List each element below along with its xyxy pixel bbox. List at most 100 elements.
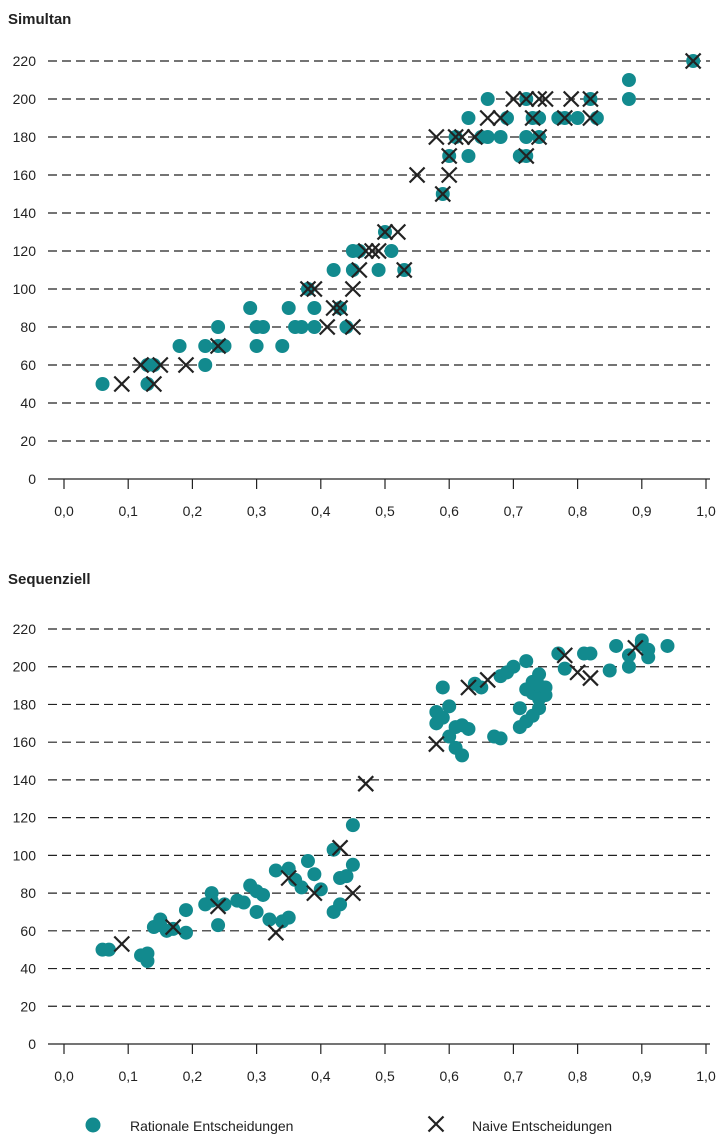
rational-point bbox=[519, 130, 533, 144]
rational-point bbox=[346, 858, 360, 872]
naive-point bbox=[429, 737, 444, 752]
naive-point bbox=[390, 225, 405, 240]
rational-point bbox=[372, 263, 386, 277]
y-tick-label: 220 bbox=[13, 621, 37, 637]
y-tick-label: 100 bbox=[13, 281, 37, 297]
rational-point bbox=[571, 111, 585, 125]
rational-point bbox=[506, 660, 520, 674]
rational-point bbox=[179, 903, 193, 917]
x-tick-label: 0,1 bbox=[118, 503, 138, 519]
y-tick-label: 0 bbox=[28, 471, 36, 487]
naive-point bbox=[358, 776, 373, 791]
legend-rational-marker bbox=[86, 1118, 101, 1133]
x-tick-label: 0,6 bbox=[439, 503, 459, 519]
legend-naive-label: Naive Entscheidungen bbox=[472, 1118, 612, 1134]
x-tick-label: 0,9 bbox=[632, 1068, 652, 1084]
rational-point bbox=[327, 263, 341, 277]
x-tick-label: 0,4 bbox=[311, 503, 331, 519]
x-tick-label: 0,1 bbox=[118, 1068, 138, 1084]
rational-point bbox=[442, 699, 456, 713]
rational-point bbox=[519, 654, 533, 668]
rational-point bbox=[211, 320, 225, 334]
x-tick-label: 0,8 bbox=[568, 1068, 588, 1084]
rational-point bbox=[173, 339, 187, 353]
y-tick-label: 200 bbox=[13, 659, 37, 675]
rational-point bbox=[198, 339, 212, 353]
legend: Rationale Entscheidungen Naive Entscheid… bbox=[86, 1117, 613, 1135]
legend-naive-marker bbox=[429, 1117, 444, 1132]
rational-point bbox=[660, 639, 674, 653]
rational-point bbox=[102, 943, 116, 957]
x-tick-label: 0,4 bbox=[311, 1068, 331, 1084]
rational-point bbox=[481, 130, 495, 144]
rational-point bbox=[96, 377, 110, 391]
rational-point bbox=[384, 244, 398, 258]
rational-point bbox=[494, 731, 508, 745]
rational-point bbox=[275, 339, 289, 353]
rational-point bbox=[641, 650, 655, 664]
rational-point bbox=[140, 946, 154, 960]
x-tick-label: 0,7 bbox=[504, 503, 524, 519]
x-tick-label: 0,0 bbox=[54, 503, 74, 519]
chart-simultan: Simultan 0 20 40 60 80 100 120 140 160 180 200 220 0… bbox=[8, 11, 716, 519]
naive-point bbox=[570, 665, 585, 680]
rational-point bbox=[307, 301, 321, 315]
rational-point bbox=[250, 905, 264, 919]
rational-point bbox=[256, 320, 270, 334]
y-tick-label: 40 bbox=[20, 961, 36, 977]
y-tick-label: 60 bbox=[20, 923, 36, 939]
y-tick-label: 80 bbox=[20, 319, 36, 335]
chart-title: Simultan bbox=[8, 11, 71, 28]
x-tick-label: 0,0 bbox=[54, 1068, 74, 1084]
rational-point bbox=[513, 701, 527, 715]
naive-point bbox=[583, 671, 598, 686]
y-tick-label: 200 bbox=[13, 91, 37, 107]
rational-point bbox=[461, 149, 475, 163]
rational-point bbox=[250, 339, 264, 353]
rational-point bbox=[461, 111, 475, 125]
naive-point bbox=[564, 92, 579, 107]
rational-point bbox=[282, 301, 296, 315]
rational-point bbox=[269, 863, 283, 877]
rational-point bbox=[243, 301, 257, 315]
chart-title: Sequenziell bbox=[8, 571, 91, 588]
y-tick-label: 20 bbox=[20, 998, 36, 1014]
y-tick-label: 220 bbox=[13, 53, 37, 69]
rational-point bbox=[481, 92, 495, 106]
naive-point bbox=[410, 168, 425, 183]
naive-point bbox=[114, 937, 129, 952]
rational-point bbox=[436, 680, 450, 694]
x-tick-label: 0,3 bbox=[247, 1068, 267, 1084]
rational-point bbox=[622, 92, 636, 106]
y-tick-label: 120 bbox=[13, 243, 37, 259]
y-tick-label: 0 bbox=[28, 1036, 36, 1052]
naive-point bbox=[480, 111, 495, 126]
naive-point bbox=[268, 925, 283, 940]
rational-point bbox=[558, 662, 572, 676]
x-tick-label: 0,7 bbox=[504, 1068, 524, 1084]
y-tick-label: 60 bbox=[20, 357, 36, 373]
naive-point bbox=[114, 377, 129, 392]
y-tick-label: 180 bbox=[13, 696, 37, 712]
x-tick-label: 1,0 bbox=[696, 1068, 716, 1084]
rational-point bbox=[256, 888, 270, 902]
rational-point bbox=[237, 896, 251, 910]
rational-point bbox=[295, 880, 309, 894]
rational-point bbox=[179, 926, 193, 940]
rational-point bbox=[307, 320, 321, 334]
y-tick-label: 180 bbox=[13, 129, 37, 145]
rational-point bbox=[461, 722, 475, 736]
y-tick-label: 160 bbox=[13, 167, 37, 183]
x-tick-label: 0,3 bbox=[247, 503, 267, 519]
x-tick-label: 0,2 bbox=[183, 503, 203, 519]
y-tick-label: 80 bbox=[20, 885, 36, 901]
rational-point bbox=[211, 918, 225, 932]
rational-point bbox=[301, 854, 315, 868]
x-tick-label: 0,2 bbox=[183, 1068, 203, 1084]
rational-point bbox=[346, 818, 360, 832]
rational-point bbox=[622, 73, 636, 87]
y-tick-label: 160 bbox=[13, 734, 37, 750]
rational-point bbox=[166, 922, 180, 936]
rational-point bbox=[603, 664, 617, 678]
